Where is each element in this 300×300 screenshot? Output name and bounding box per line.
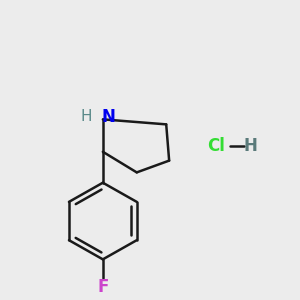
Text: F: F: [97, 278, 109, 296]
Text: N: N: [101, 108, 115, 126]
Text: Cl: Cl: [207, 137, 225, 155]
Text: H: H: [81, 110, 92, 124]
Text: H: H: [243, 137, 257, 155]
